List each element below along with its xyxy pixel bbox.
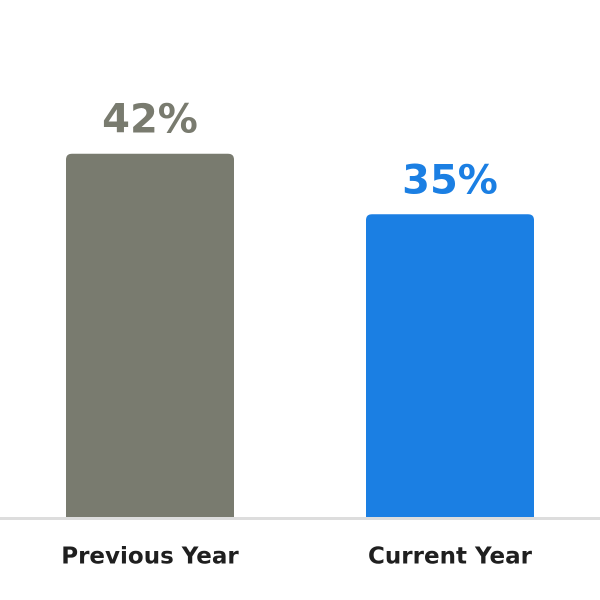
x-tick-label: Previous Year (61, 544, 239, 570)
bar (366, 214, 534, 517)
value-label: 35% (402, 157, 498, 203)
bar (66, 153, 234, 517)
value-label: 42% (102, 97, 198, 143)
x-tick-label: Current Year (368, 544, 533, 570)
